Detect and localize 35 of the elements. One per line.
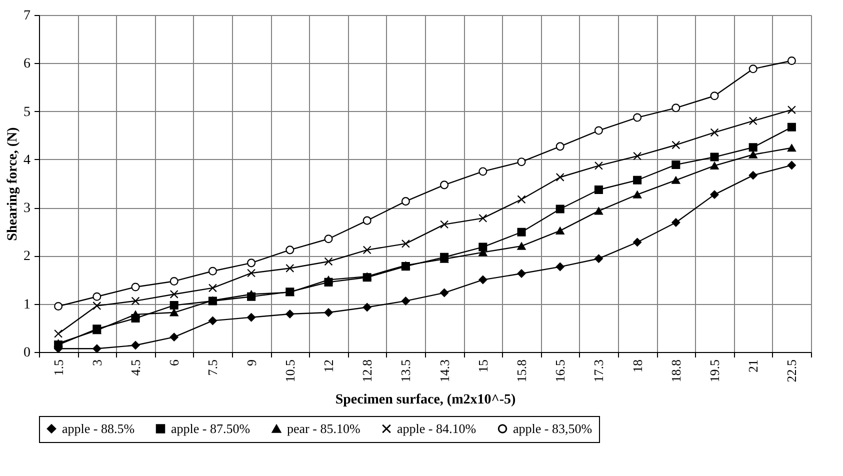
legend-label: pear - 85.10% xyxy=(287,420,360,436)
x-tick-label: 3 xyxy=(89,360,104,366)
legend-label: apple - 84.10% xyxy=(397,420,476,436)
x-tick-label: 15.8 xyxy=(514,360,529,382)
x-tick-label: 22.5 xyxy=(784,360,800,382)
x-tick-label: 12.8 xyxy=(360,360,375,382)
y-tick-label: 4 xyxy=(24,152,30,168)
x-tick-label: 21 xyxy=(746,360,761,372)
x-tick-label: 12 xyxy=(321,360,336,372)
x-tick-label: 19.5 xyxy=(707,360,722,382)
y-tick-label: 6 xyxy=(24,56,30,72)
x-tick-label: 7.5 xyxy=(205,360,220,376)
y-tick-label: 1 xyxy=(24,297,30,312)
y-tick-label: 0 xyxy=(24,346,30,360)
x-tick-label: 4.5 xyxy=(128,360,143,376)
x-tick-label: 14.3 xyxy=(436,360,452,382)
legend-label: apple - 87.50% xyxy=(171,420,250,436)
x-axis-title: Specimen surface, (m2x10^-5) xyxy=(335,392,516,408)
x-tick-label: 16.5 xyxy=(552,360,568,382)
y-tick-label: 2 xyxy=(24,249,30,264)
x-tick-label: 18 xyxy=(630,360,645,372)
x-tick-label: 13.5 xyxy=(398,360,414,382)
x-tick-label: 10.5 xyxy=(282,360,298,382)
x-tick-label: 17.3 xyxy=(591,360,606,382)
x-tick-label: 15 xyxy=(475,360,490,372)
x-tick-label: 6 xyxy=(166,359,182,366)
y-tick-label: 7 xyxy=(24,8,30,24)
x-tick-label: 9 xyxy=(244,360,259,366)
y-axis-title: Shearing force, (N) xyxy=(6,126,20,241)
x-tick-label: 18.8 xyxy=(668,360,684,382)
x-tick-label: 1.5 xyxy=(50,360,66,376)
y-tick-label: 5 xyxy=(24,104,30,120)
legend-label: apple - 88.5% xyxy=(62,420,135,436)
y-tick-label: 3 xyxy=(24,201,30,216)
legend-label: apple - 83,50% xyxy=(513,420,592,436)
